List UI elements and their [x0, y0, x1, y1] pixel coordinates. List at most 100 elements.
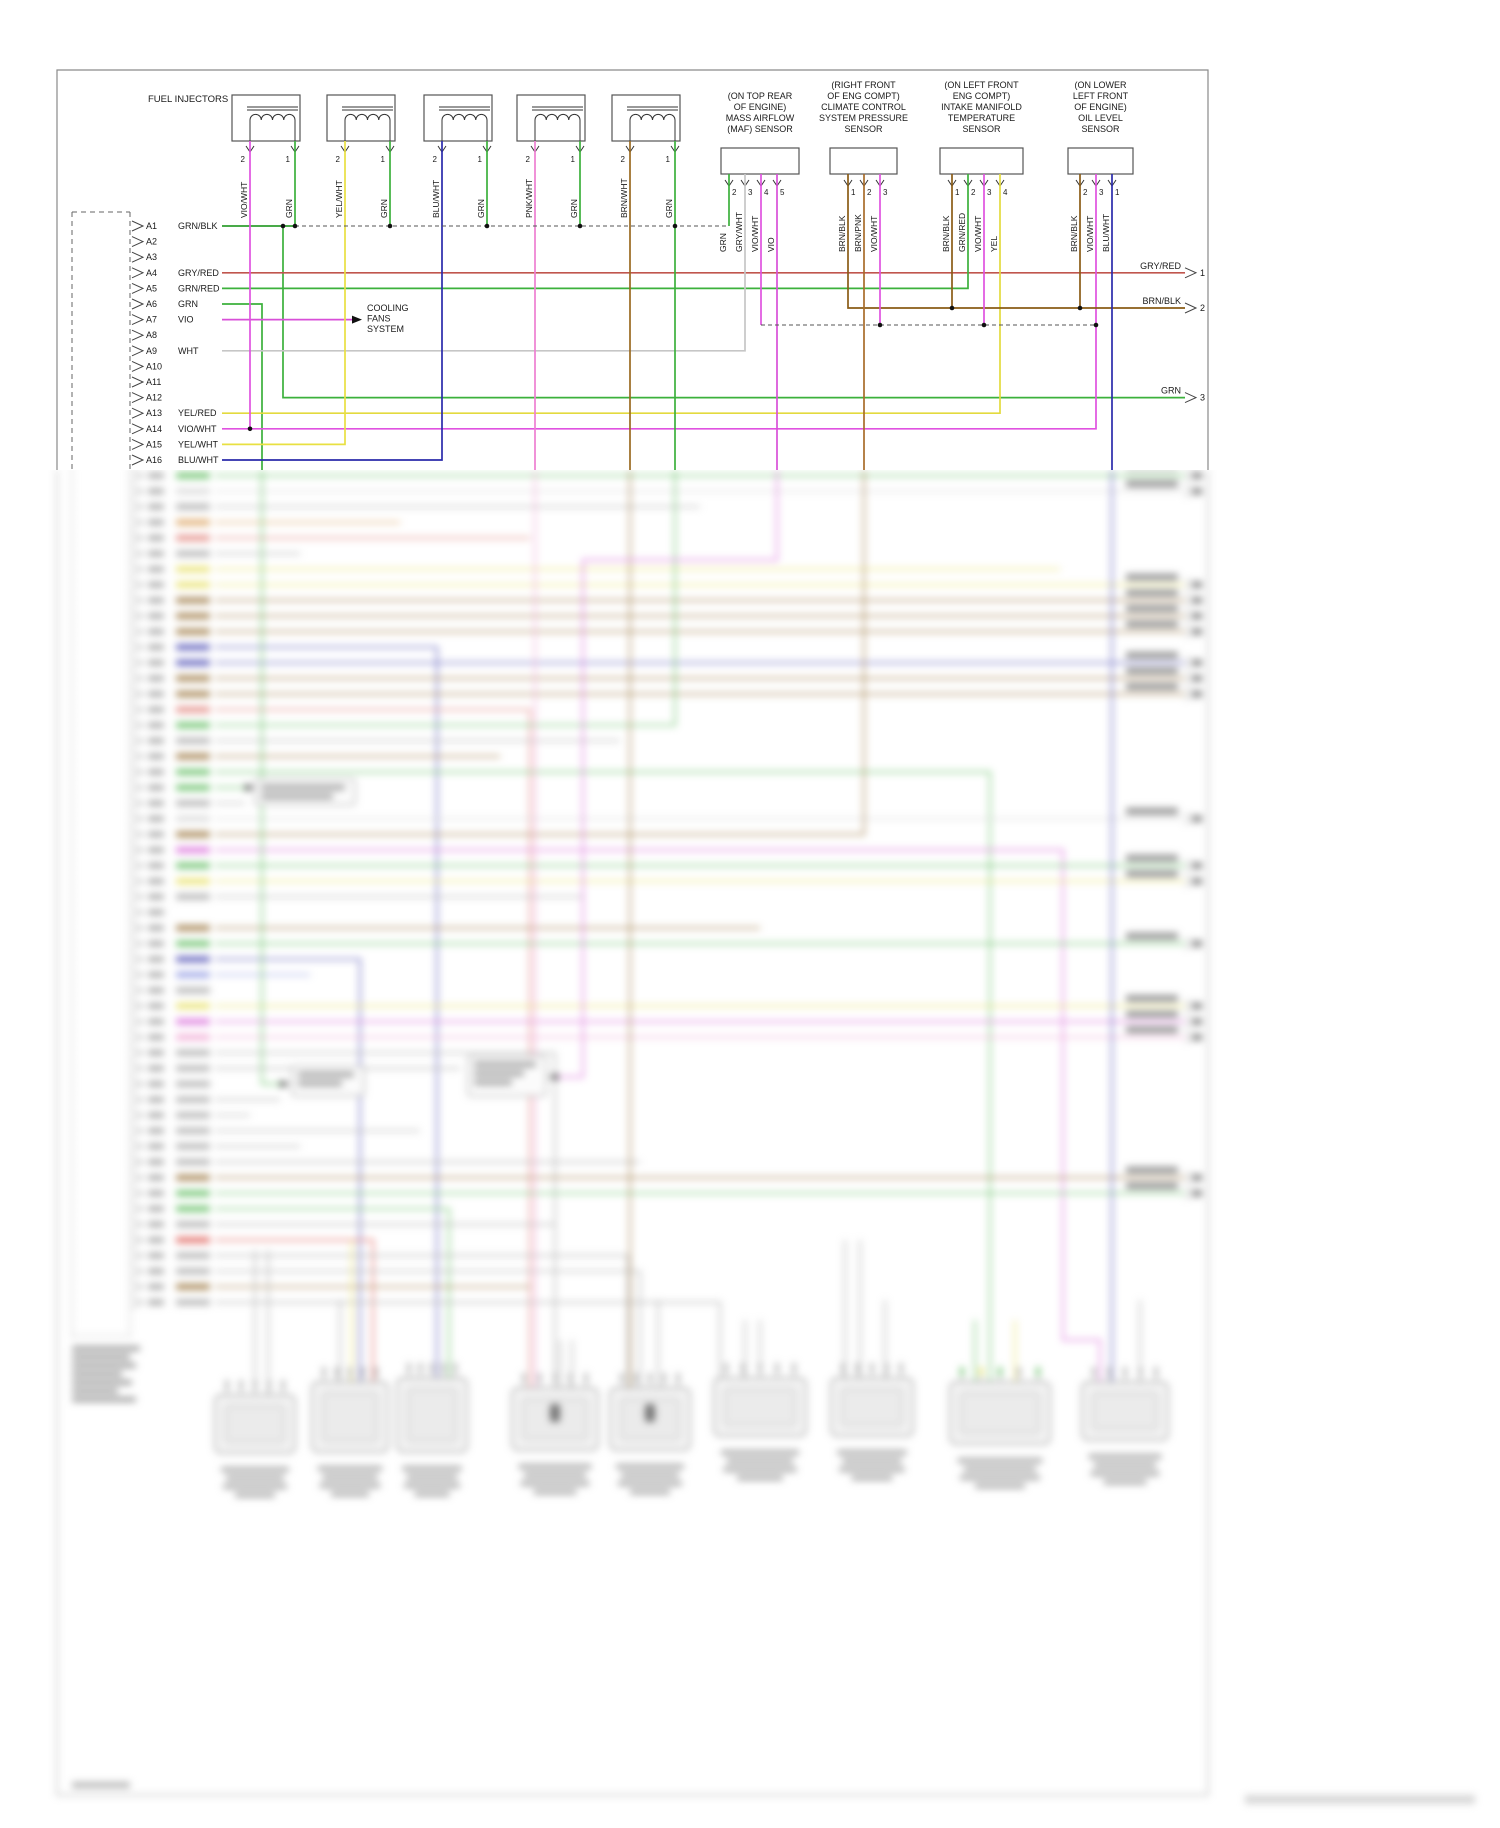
blurred-text	[72, 1346, 140, 1351]
connector-pin-icon	[131, 969, 145, 981]
blurred-text	[148, 1049, 164, 1056]
blurred-text	[148, 566, 164, 573]
connector-pin-icon	[1184, 626, 1198, 638]
component-inner	[321, 1391, 379, 1443]
pin-blob	[1138, 1367, 1143, 1376]
component-inner	[406, 1387, 458, 1443]
pin-blob	[855, 1363, 860, 1372]
pin-blob	[239, 1380, 243, 1389]
pin-blob	[662, 1373, 666, 1382]
pin-blob	[348, 1367, 352, 1376]
blurred-text	[1126, 605, 1178, 612]
pin-id: A15	[146, 439, 162, 449]
wire	[215, 470, 865, 836]
wire	[215, 1207, 450, 1378]
blurred-text	[176, 628, 210, 635]
connector-pin-icon	[131, 1078, 145, 1090]
blurred-text	[72, 1371, 122, 1377]
blurred-text	[148, 956, 164, 963]
blurred-text	[148, 753, 164, 760]
connector-pin-icon	[131, 641, 145, 653]
wire-color-label: GRN	[569, 199, 579, 218]
blurred-text	[176, 1065, 210, 1072]
pin-number: 5	[780, 188, 785, 197]
connector-pin-icon	[131, 735, 145, 747]
blurred-text	[176, 956, 210, 963]
wire	[847, 174, 1185, 309]
injector-box	[423, 94, 493, 142]
connector-pin-icon	[131, 485, 145, 497]
injector-box	[231, 94, 301, 142]
blurred-text	[148, 862, 164, 869]
wire-color-label: VIO/WHT	[1085, 216, 1095, 252]
blurred-text	[72, 1354, 130, 1360]
blurred-text	[223, 1484, 287, 1489]
pin-blob	[620, 1373, 624, 1382]
wire	[215, 1270, 641, 1388]
sensor-caption: (RIGHT FRONT	[831, 80, 896, 90]
blurred-text	[176, 925, 210, 931]
blurred-text	[148, 1143, 164, 1150]
connector-pin-icon	[131, 516, 145, 528]
blurred-text	[148, 909, 164, 916]
blurred-text	[148, 1283, 164, 1290]
blurred-text	[723, 1467, 797, 1472]
blurred-text	[148, 613, 164, 619]
sensor-caption: LEFT FRONT	[1073, 91, 1129, 101]
blurred-text	[176, 644, 210, 651]
blurred-text	[176, 519, 210, 526]
wire-color-label: VIO	[766, 237, 776, 252]
connector-pin-icon	[1184, 938, 1198, 950]
blurred-text	[148, 1159, 164, 1165]
pin-id: A4	[146, 268, 157, 278]
pin-blob	[584, 1373, 588, 1382]
sensor-box	[1067, 147, 1134, 175]
wire-color-label: GRN/BLK	[178, 221, 218, 231]
blurred-text	[839, 1467, 905, 1472]
blurred-text	[148, 472, 164, 479]
pin-id: A7	[146, 315, 157, 325]
pin-id: A8	[146, 330, 157, 340]
blurred-text	[176, 1143, 210, 1150]
connector-pin-icon	[131, 719, 145, 731]
wire	[558, 470, 778, 1078]
blurred-text	[720, 1450, 800, 1455]
sensor-box	[720, 147, 800, 175]
pin-blob	[741, 1363, 745, 1372]
blurred-text	[176, 987, 210, 994]
connector-pin-icon	[131, 1218, 145, 1230]
component-key	[550, 1404, 560, 1422]
pin-number: 1	[286, 155, 291, 164]
blurred-text	[1126, 1026, 1178, 1034]
connector-pin-icon	[1184, 688, 1198, 700]
pin-blob	[775, 1363, 779, 1372]
exit-wire-label: BRN/BLK	[1142, 296, 1181, 306]
blurred-text	[298, 1072, 354, 1077]
page-border	[56, 69, 1209, 470]
blurred-text	[148, 628, 164, 635]
pin-id: A16	[146, 455, 162, 465]
connector-pin-icon	[131, 563, 145, 575]
blurred-text	[148, 1127, 164, 1134]
injector-box	[326, 94, 396, 142]
pin-number: 1	[571, 155, 576, 164]
blurred-text	[72, 1782, 130, 1788]
blurred-text	[148, 1237, 164, 1243]
blurred-text	[148, 691, 164, 697]
junction-dot	[577, 223, 583, 229]
blurred-text	[176, 691, 210, 697]
wire-color-label: BRN/BLK	[837, 215, 847, 252]
pin-blob	[979, 1367, 983, 1376]
blurred-text	[176, 1205, 210, 1212]
pin-number: 1	[381, 155, 386, 164]
connector-pin-icon	[131, 922, 145, 934]
wire	[222, 141, 346, 446]
blurred-text	[520, 1481, 590, 1486]
wire-color-label: VIO/WHT	[750, 216, 760, 252]
blurred-text	[148, 1112, 164, 1119]
sensor-caption: OIL LEVEL	[1078, 113, 1123, 123]
connector-pin-icon	[131, 1172, 145, 1184]
connector-pin-icon	[131, 828, 145, 840]
blurred-text	[176, 1252, 210, 1259]
connector-pin-icon	[131, 1031, 145, 1043]
